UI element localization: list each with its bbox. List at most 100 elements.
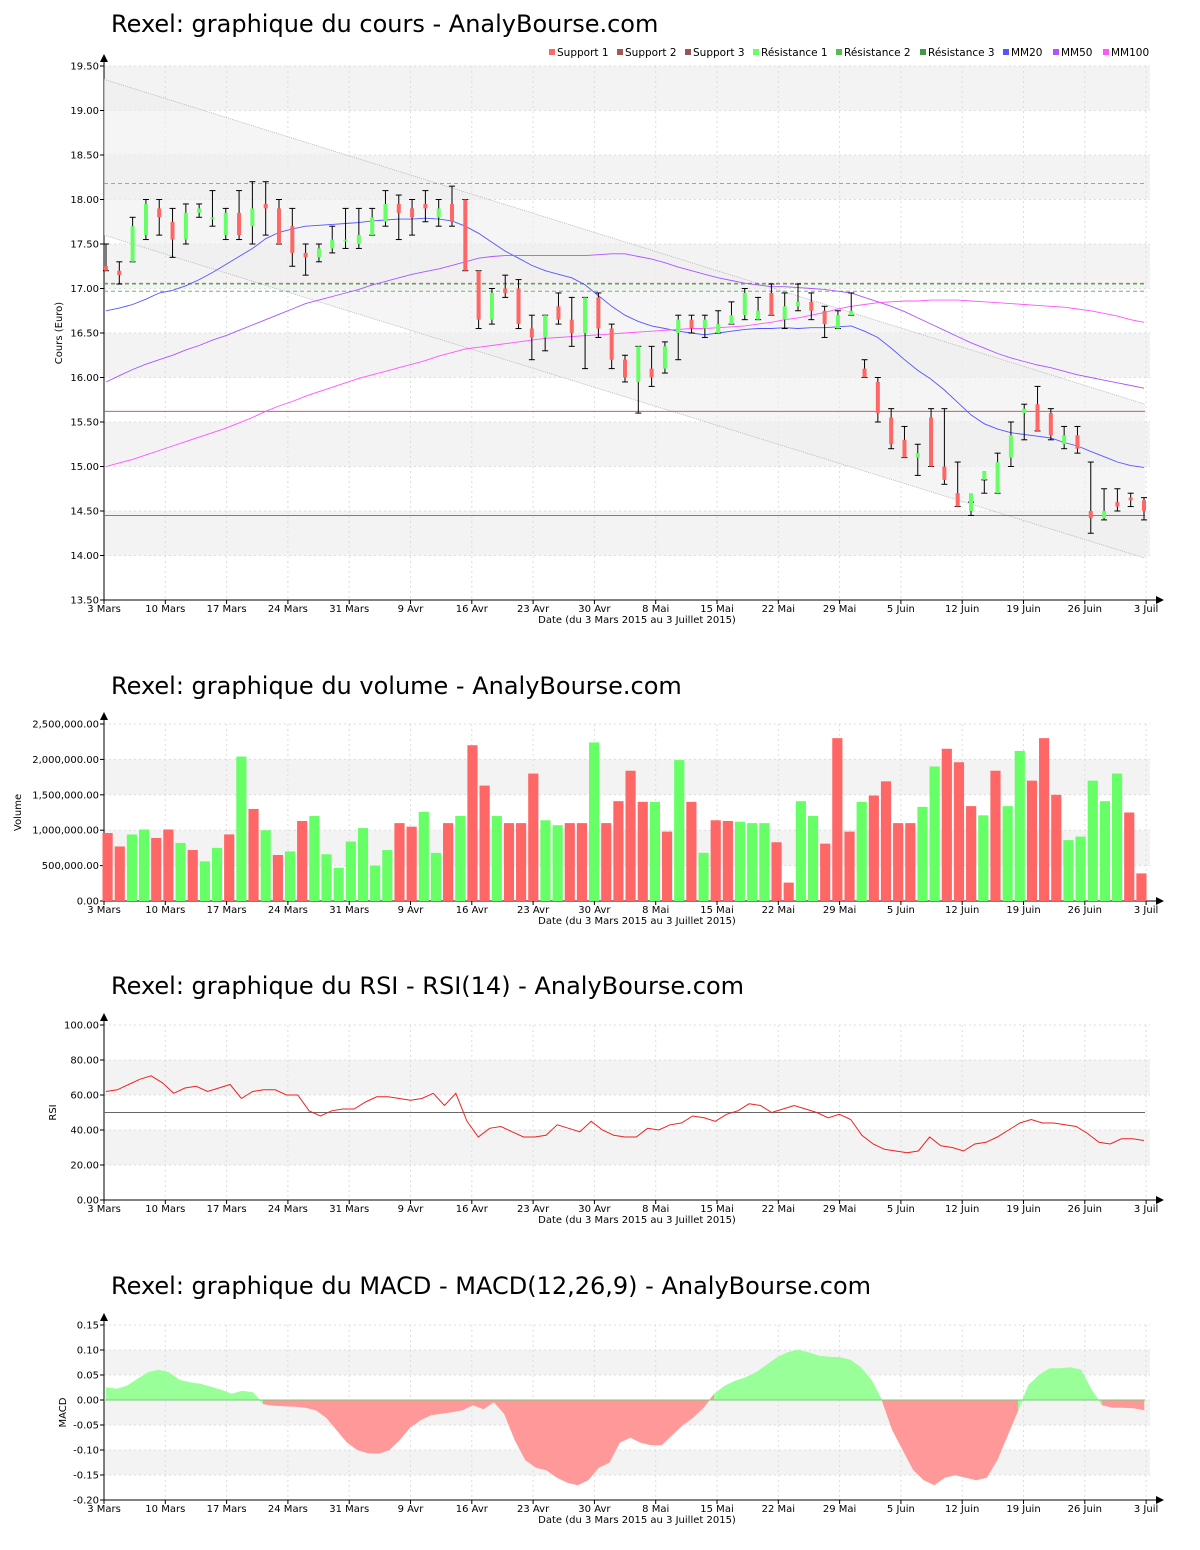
candle-body	[756, 310, 761, 320]
candle-body	[277, 208, 281, 244]
macd-area-slice	[535, 1399, 547, 1471]
volume-bar	[576, 823, 588, 901]
volume-bar	[686, 801, 697, 901]
x-axis-label: Date (du 3 Mars 2015 au 3 Juillet 2015)	[538, 615, 736, 626]
grid-band	[104, 1350, 1150, 1375]
volume-bar	[516, 823, 527, 901]
volume-bar	[990, 770, 1001, 901]
candle-body	[929, 417, 934, 467]
y-tick-label: 0.00	[77, 1396, 99, 1407]
candle-body	[1128, 497, 1133, 501]
legend-item: Support 2	[625, 47, 677, 59]
x-tick-label: 5 Juin	[887, 1204, 915, 1215]
candle-body	[503, 288, 508, 293]
macd-area-slice	[336, 1399, 348, 1444]
macd-area-slice	[525, 1399, 537, 1468]
x-tick-label: 3 Mars	[87, 1204, 121, 1215]
candle-body	[250, 208, 255, 227]
volume-bar	[698, 852, 709, 901]
macd-area-slice	[126, 1378, 138, 1401]
volume-bar	[722, 820, 733, 901]
legend-item: MM50	[1061, 47, 1092, 59]
x-tick-label: 8 Mai	[642, 905, 669, 916]
macd-area-slice	[441, 1399, 453, 1414]
candle-body	[1008, 435, 1013, 458]
x-tick-label: 12 Juin	[945, 1204, 979, 1215]
macd-area-slice	[871, 1379, 883, 1401]
volume-bar	[321, 854, 332, 901]
volume-bar	[418, 811, 429, 901]
legend-swatch	[685, 49, 691, 55]
candle-body	[383, 203, 388, 222]
volume-bar	[297, 820, 308, 901]
y-tick-label: 500,000.00	[42, 861, 99, 872]
legend-item: Résistance 3	[928, 47, 995, 59]
volume-bar	[905, 823, 916, 901]
candle-body	[543, 315, 548, 338]
legend-swatch	[920, 49, 926, 55]
x-tick-label: 30 Avr	[578, 604, 611, 615]
y-tick-label: 0.00	[77, 897, 99, 908]
macd-area-slice	[378, 1399, 390, 1454]
candle-body	[596, 297, 601, 329]
macd-area-slice	[1049, 1368, 1061, 1401]
candle-body	[955, 493, 960, 507]
x-tick-label: 9 Avr	[398, 1504, 425, 1515]
y-tick-label: 15.50	[70, 418, 99, 429]
x-tick-label: 15 Mai	[700, 1504, 733, 1515]
candle-body	[583, 297, 588, 333]
macd-area-slice	[273, 1399, 285, 1407]
candle-body	[290, 226, 295, 253]
candle-body	[796, 301, 800, 307]
volume-bar	[248, 808, 259, 901]
legend-item: Résistance 1	[761, 47, 828, 59]
candle-body	[942, 466, 947, 480]
y-tick-label: 18.50	[70, 151, 99, 162]
volume-bar	[138, 829, 150, 901]
macd-area-slice	[965, 1399, 977, 1481]
x-tick-label: 10 Mars	[145, 604, 185, 615]
x-tick-label: 19 Juin	[1006, 604, 1040, 615]
x-tick-label: 10 Mars	[145, 905, 185, 916]
volume-bar	[1014, 750, 1025, 901]
x-tick-label: 9 Avr	[398, 1204, 425, 1215]
macd-area-slice	[242, 1390, 254, 1401]
x-tick-label: 31 Mars	[329, 1504, 369, 1515]
volume-bar	[929, 766, 940, 901]
macd-area-slice	[430, 1399, 442, 1416]
candle-body	[450, 203, 454, 222]
macd-area-slice	[116, 1385, 128, 1401]
macd-area-slice	[808, 1352, 820, 1401]
candle-body	[969, 493, 973, 511]
x-tick-label: 9 Avr	[398, 604, 425, 615]
macd-area-slice	[137, 1372, 149, 1401]
x-tick-label: 17 Mars	[207, 604, 247, 615]
macd-area-slice	[892, 1399, 904, 1451]
volume-bar	[880, 781, 892, 901]
x-tick-label: 23 Avr	[517, 604, 550, 615]
candle-body	[1142, 500, 1146, 511]
volume-bar	[479, 785, 490, 901]
macd-area-slice	[944, 1399, 956, 1478]
macd-area-slice	[745, 1372, 757, 1401]
candle-body	[1035, 404, 1040, 431]
macd-area-slice	[105, 1387, 117, 1401]
x-tick-label: 24 Mars	[268, 1504, 308, 1515]
volume-bar	[649, 801, 660, 901]
volume-bar	[941, 748, 952, 901]
macd-area-slice	[640, 1399, 652, 1446]
macd-area-slice	[724, 1380, 736, 1401]
price-chart-title: Rexel: graphique du cours - AnalyBourse.…	[111, 10, 659, 38]
x-tick-label: 23 Avr	[517, 905, 550, 916]
candle-body	[263, 203, 268, 209]
macd-chart-title: Rexel: graphique du MACD - MACD(12,26,9)…	[111, 1272, 872, 1300]
volume-bar	[807, 816, 819, 901]
trend-channel	[104, 79, 1145, 559]
volume-bar	[102, 833, 113, 901]
volume-bar	[832, 738, 843, 901]
x-tick-label: 23 Avr	[517, 1204, 550, 1215]
x-tick-label: 19 Juin	[1006, 1204, 1040, 1215]
volume-bar	[917, 806, 928, 901]
candle-body	[1102, 511, 1107, 519]
y-tick-label: 2,000,000.00	[32, 755, 99, 766]
